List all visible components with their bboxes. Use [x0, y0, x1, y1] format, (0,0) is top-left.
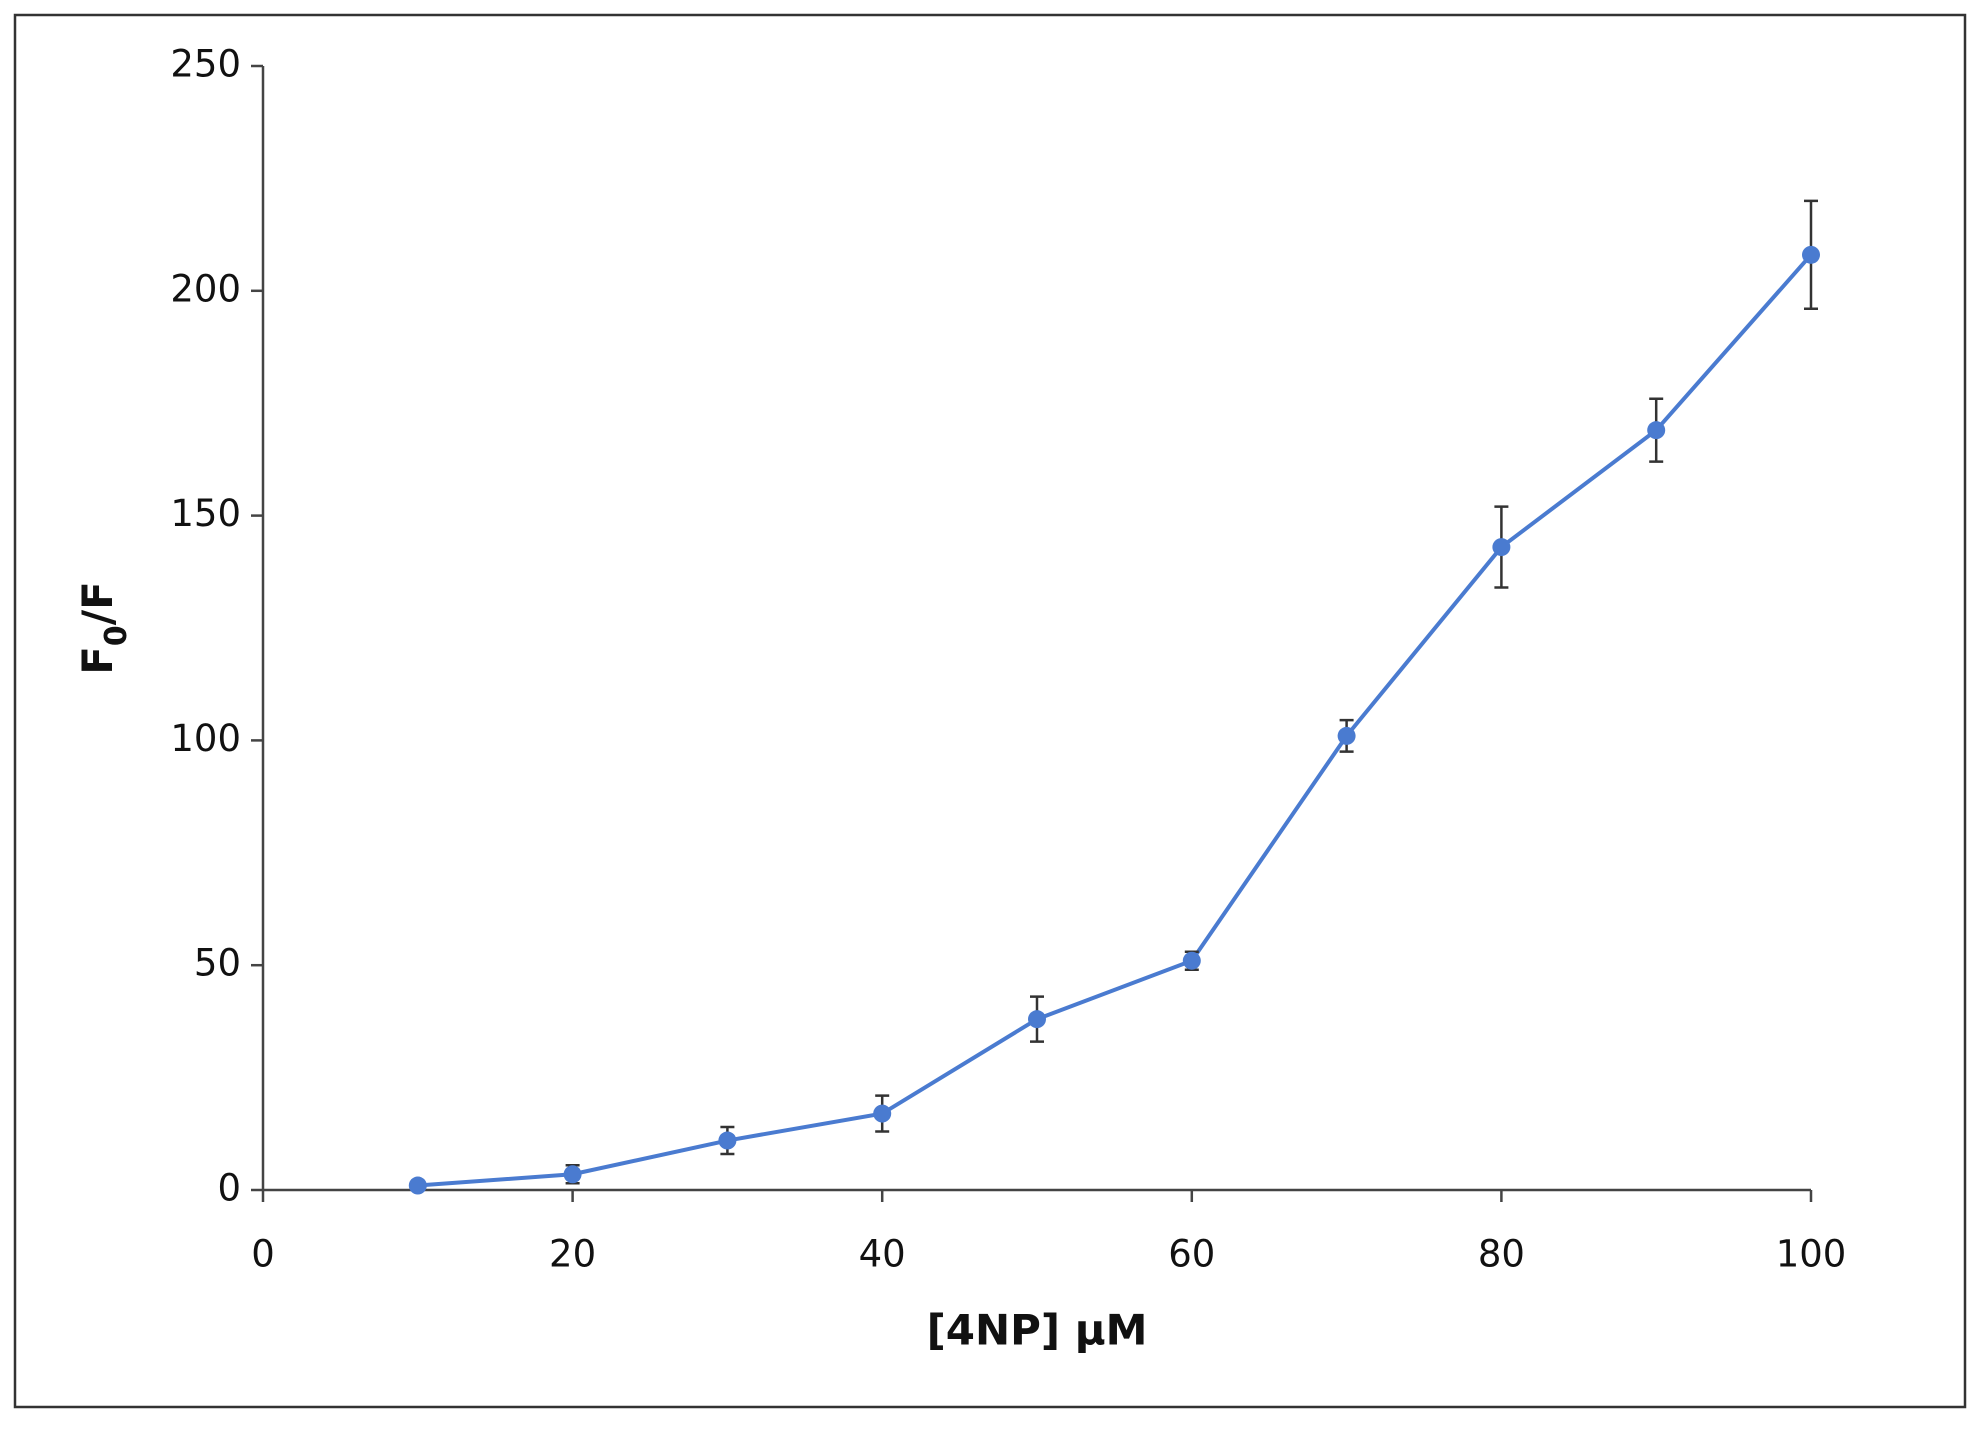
x-tick-label: 0 — [251, 1233, 275, 1276]
x-tick-label: 20 — [549, 1233, 596, 1276]
data-point — [1802, 245, 1820, 264]
data-point — [873, 1104, 892, 1123]
y-tick-label: 250 — [170, 43, 241, 86]
y-tick-label: 0 — [217, 1167, 241, 1210]
y-label-part: /F — [73, 581, 122, 625]
y-tick-label: 200 — [170, 267, 241, 310]
y-tick-label: 50 — [194, 942, 241, 985]
x-tick-label: 100 — [1776, 1233, 1847, 1276]
y-axis-label: F0/F — [73, 581, 135, 675]
x-tick-label: 60 — [1168, 1233, 1215, 1276]
data-point — [1182, 951, 1201, 970]
x-tick-label: 40 — [859, 1233, 906, 1276]
x-tick-label: 80 — [1478, 1233, 1525, 1276]
data-point — [718, 1131, 737, 1150]
data-point — [1028, 1010, 1046, 1029]
data-point — [563, 1165, 582, 1184]
y-tick-label: 100 — [170, 717, 241, 760]
data-point — [408, 1176, 427, 1195]
data-line — [417, 253, 1813, 1188]
data-point — [1647, 421, 1666, 440]
data-point — [1492, 538, 1511, 557]
y-tick-label: 150 — [170, 492, 241, 535]
data-point — [1337, 726, 1356, 745]
y-label-subscript: 0 — [99, 625, 134, 646]
y-label-part: F — [73, 646, 122, 675]
x-axis-label: [4NP] µM — [927, 1306, 1148, 1355]
frame — [13, 13, 1967, 1409]
